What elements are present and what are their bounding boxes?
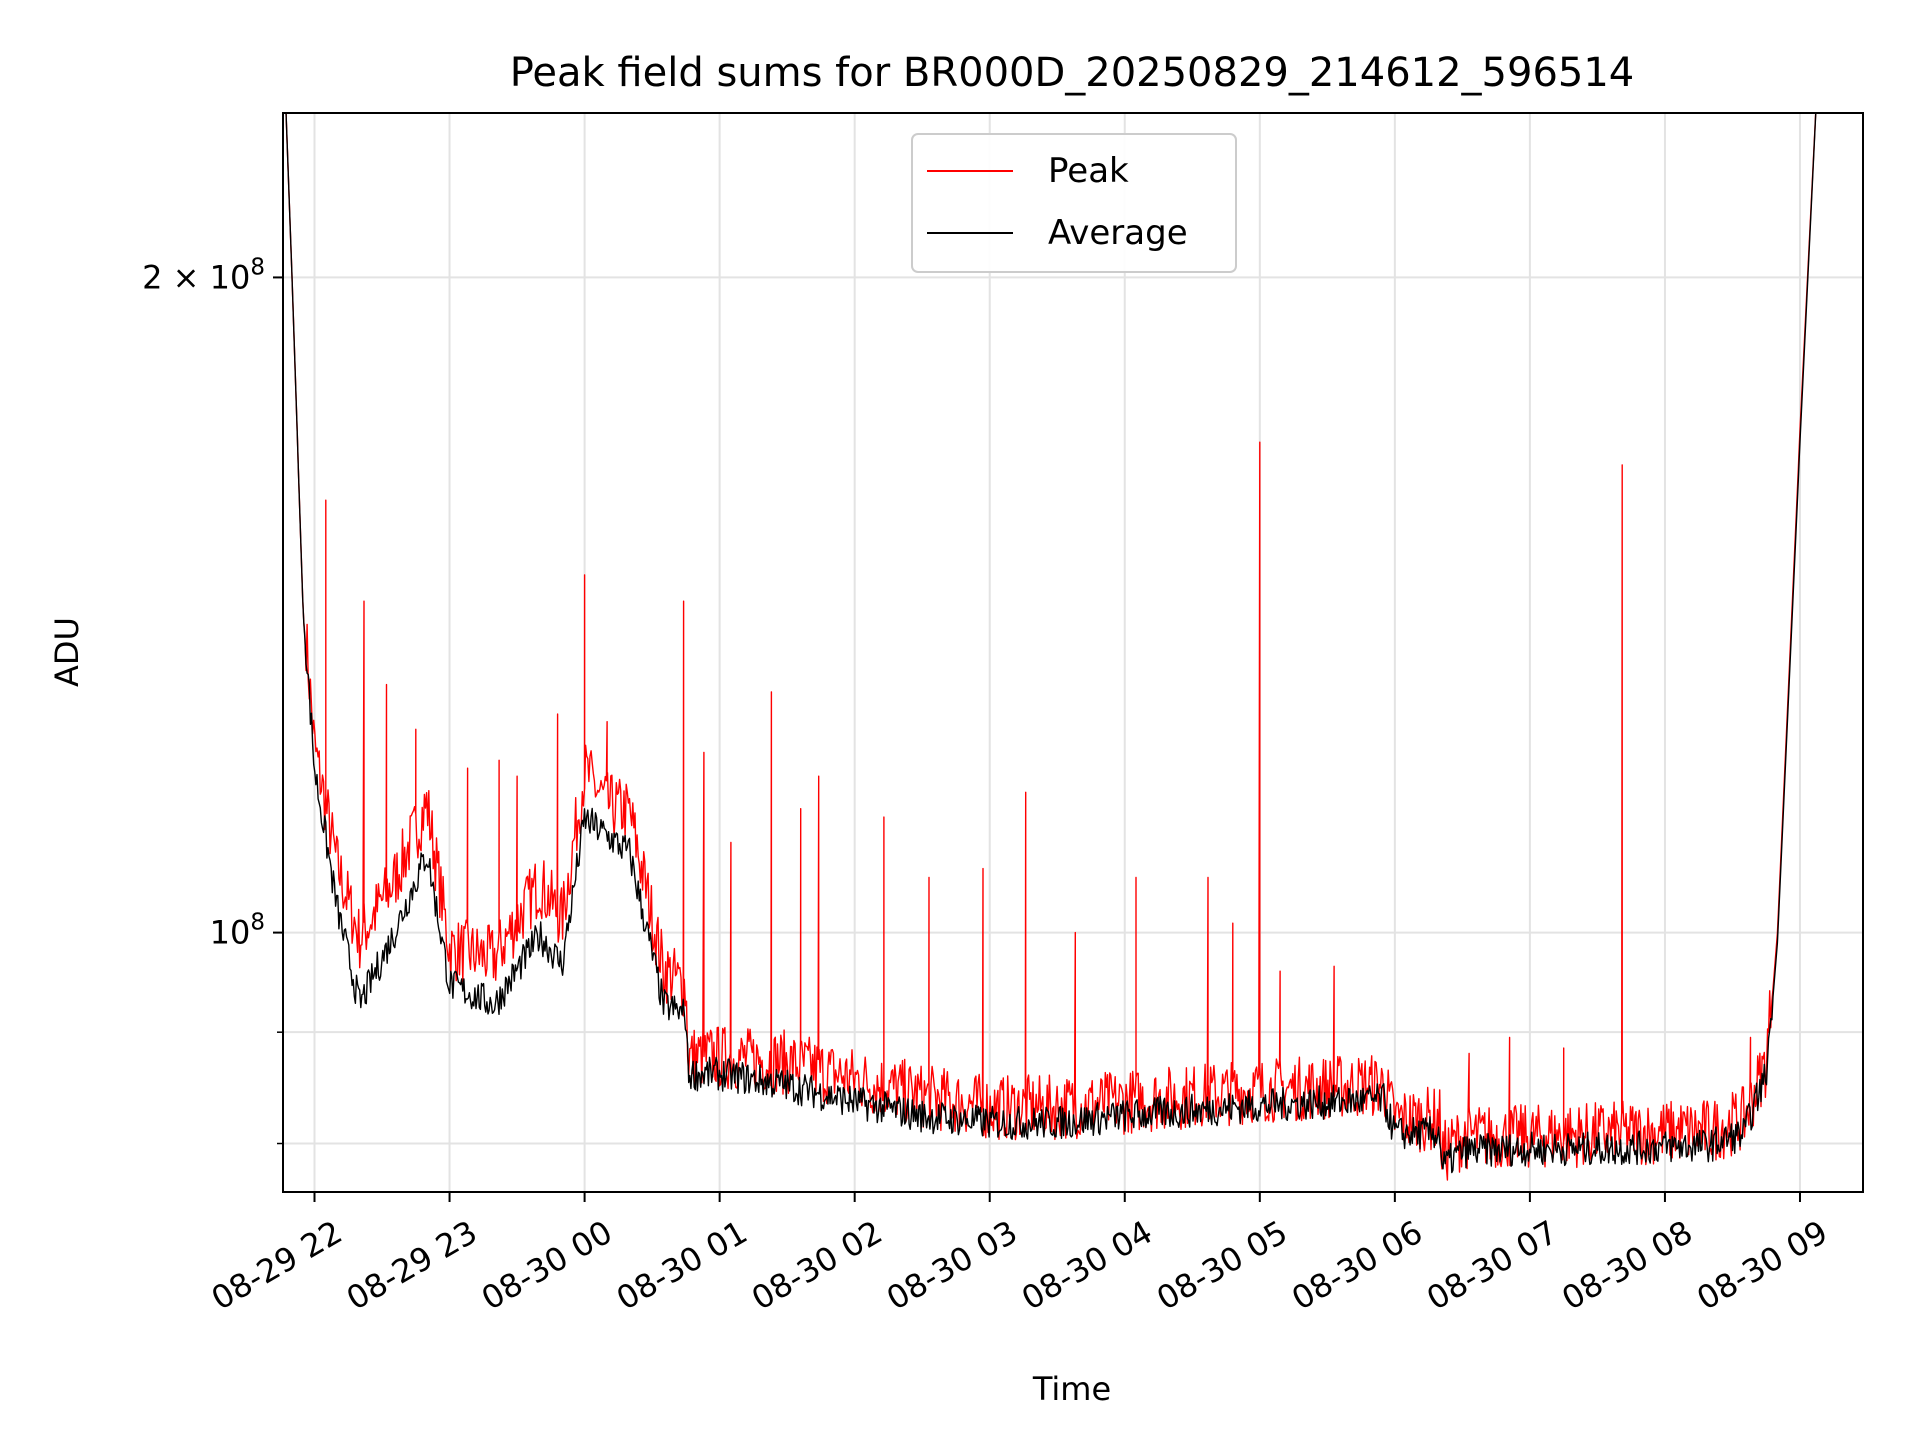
grid	[283, 113, 1863, 1192]
y-tick-label: 108	[210, 910, 265, 952]
legend-label-peak: Peak	[1048, 151, 1129, 191]
x-axis-label: Time	[1032, 1370, 1111, 1408]
y-axis: 108 2 × 108	[142, 254, 283, 1145]
legend-box	[911, 133, 1237, 273]
series-group	[285, 113, 1817, 1181]
legend-label-average: Average	[1048, 213, 1188, 253]
chart-title: Peak field sums for BR000D_20250829_2146…	[510, 50, 1635, 96]
series-line-peak	[285, 113, 1817, 1181]
y-tick-label: 2 × 108	[142, 254, 265, 296]
y-axis-label: ADU	[48, 617, 86, 687]
plot-frame	[282, 112, 1864, 1193]
series-line-average	[285, 113, 1817, 1174]
legend: Peak Average	[911, 133, 1237, 273]
